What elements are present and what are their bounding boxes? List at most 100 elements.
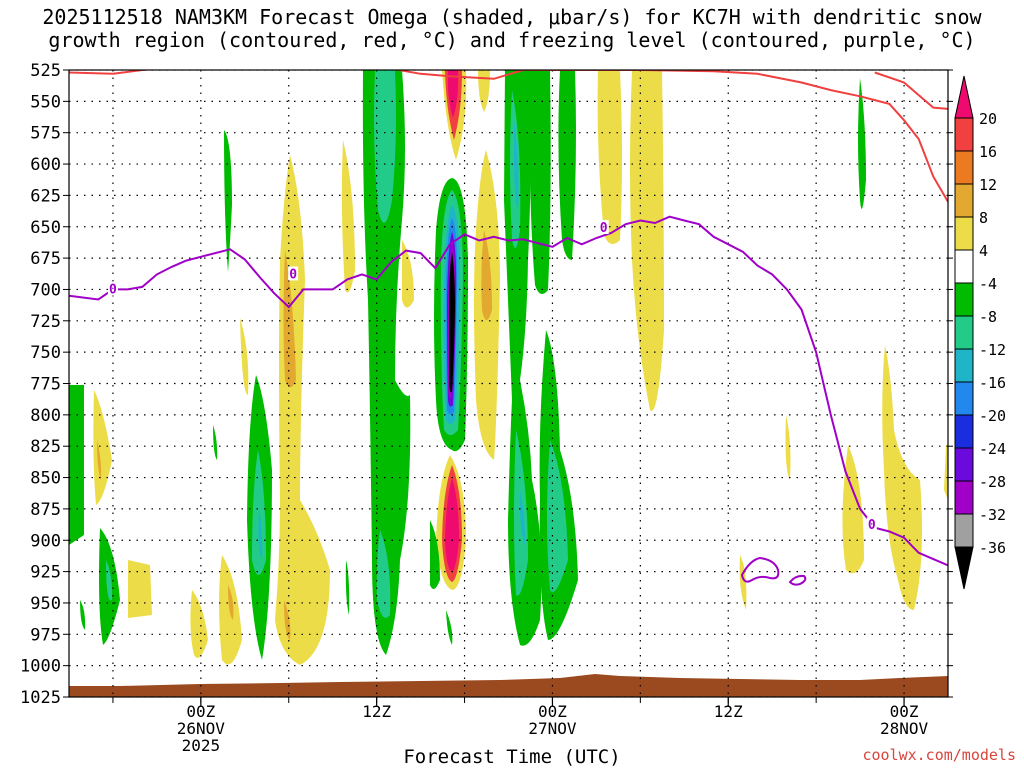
colorbar-bin: [954, 381, 974, 416]
x-axis-title: Forecast Time (UTC): [403, 746, 621, 768]
colorbar-bottom-arrow: [954, 546, 974, 590]
y-tick-label: 600: [30, 155, 61, 175]
contour-series-0: [69, 70, 948, 203]
omega-shade: [630, 70, 664, 411]
omega-shade: [558, 70, 576, 260]
omega-shade: [374, 70, 396, 223]
omega-shade: [69, 385, 84, 545]
omega-shade: [478, 70, 490, 112]
colorbar-level-label: -24: [979, 440, 1006, 458]
y-tick-label: 975: [30, 625, 61, 645]
contour-label-bg: [288, 266, 299, 281]
omega-shade: [446, 610, 453, 645]
omega-shade: [283, 250, 296, 388]
omega-shade: [376, 530, 391, 618]
omega-shade: [97, 440, 102, 480]
omega-shade: [739, 555, 747, 610]
colorbar-level-label: -20: [979, 407, 1006, 425]
omega-shade: [345, 560, 350, 615]
y-tick-label: 800: [30, 406, 61, 426]
x-tick-label: 12Z: [714, 702, 743, 721]
x-tick-label: 00Z: [186, 702, 215, 721]
y-tick-label: 650: [30, 218, 61, 238]
omega-shade: [519, 490, 526, 545]
omega-shade: [402, 240, 414, 308]
omega-shade: [858, 78, 866, 209]
colorbar-bin: [954, 315, 974, 350]
y-tick-label: 875: [30, 500, 61, 520]
freezing-level-label: 0: [600, 221, 608, 236]
colorbar-level-label: 4: [979, 242, 988, 260]
colorbar-level-label: 20: [979, 110, 997, 128]
x-tick-label: 00Z: [538, 702, 567, 721]
omega-shade: [529, 70, 551, 294]
colorbar-level-label: -32: [979, 506, 1006, 524]
y-tick-label: 900: [30, 531, 61, 551]
omega-shade: [547, 440, 568, 592]
colorbar-level-label: -12: [979, 341, 1006, 359]
y-tick-label: 950: [30, 594, 61, 614]
colorbar: 20 16 12 8 4 -4 -8 -12 -16 -20 -24 -28 -32 -36: [954, 75, 1006, 590]
colorbar-bin: [954, 150, 974, 185]
y-tick-label: 625: [30, 186, 61, 206]
x-tick-label: 2025: [182, 736, 221, 755]
omega-shade: [445, 478, 459, 572]
ground-surface: [69, 674, 948, 697]
y-tick-label: 725: [30, 312, 61, 332]
omega-shade: [362, 70, 411, 655]
y-tick-label: 1025: [20, 688, 61, 708]
omega-shade: [258, 510, 263, 560]
y-tick-label: 825: [30, 437, 61, 457]
omega-shading: [69, 70, 948, 697]
y-tick-label: 575: [30, 124, 61, 144]
colorbar-bin: [954, 249, 974, 284]
colorbar-bin: [954, 480, 974, 515]
colorbar-level-label: -8: [979, 308, 997, 326]
freezing-level-label: 0: [109, 282, 117, 297]
colorbar-bin: [954, 216, 974, 251]
colorbar-top-arrow: [954, 75, 974, 119]
omega-shade: [93, 390, 112, 505]
contour-label-bg: [866, 517, 877, 532]
omega-shade: [240, 318, 249, 395]
y-tick-label: 525: [30, 61, 61, 81]
chart-title-line-2: growth region (contoured, red, °C) and f…: [48, 28, 976, 52]
chart-title-line-1: 2025112518 NAM3KM Forecast Omega (shaded…: [42, 5, 982, 29]
freezing-level-loop: [740, 556, 780, 583]
x-tick-label: 28NOV: [880, 719, 929, 738]
y-tick-label: 675: [30, 249, 61, 269]
omega-shade: [224, 130, 232, 272]
colorbar-bin: [954, 183, 974, 218]
omega-shade: [449, 252, 455, 393]
omega-shade: [481, 230, 492, 320]
colorbar-level-label: 8: [979, 209, 988, 227]
x-tick-label: 00Z: [890, 702, 919, 721]
freezing-level-label: 0: [289, 267, 297, 282]
y-axis: 525 550 575 600 625 650 675 700 725 750 775 800 825 8…: [20, 61, 953, 708]
contour-lines: [69, 70, 948, 586]
colorbar-bin: [954, 447, 974, 482]
colorbar-bin: [954, 414, 974, 449]
colorbar-level-label: -36: [979, 539, 1006, 557]
y-tick-label: 700: [30, 280, 61, 300]
freezing-level-loop: [788, 574, 807, 586]
omega-shade: [513, 120, 519, 210]
contour-label-bg: [107, 281, 118, 296]
omega-shade: [80, 600, 86, 630]
contour-labels: 0 0 0 0: [107, 220, 877, 533]
omega-shade: [190, 590, 208, 658]
credit-link[interactable]: coolwx.com/models: [862, 746, 1016, 764]
y-tick-label: 775: [30, 375, 61, 395]
colorbar-level-label: 12: [979, 176, 997, 194]
colorbar-level-label: -4: [979, 275, 997, 293]
omega-shade: [341, 140, 355, 293]
contour-series-1: [874, 71, 948, 110]
y-tick-label: 850: [30, 469, 61, 489]
y-tick-label: 925: [30, 563, 61, 583]
colorbar-level-label: -28: [979, 473, 1006, 491]
omega-shade: [213, 425, 218, 460]
contour-series-2: [69, 215, 948, 567]
colorbar-bin: [954, 348, 974, 383]
